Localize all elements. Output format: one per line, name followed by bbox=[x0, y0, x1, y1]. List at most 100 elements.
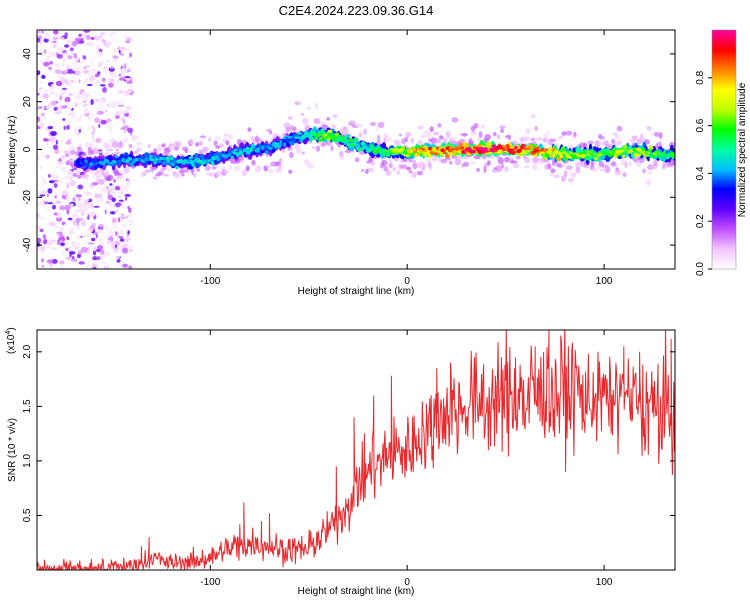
spectrogram-noise-cell bbox=[79, 37, 84, 42]
spectrogram-halo-cell bbox=[471, 160, 477, 165]
spectrogram-halo-cell bbox=[321, 124, 329, 130]
spectrogram-halo-cell bbox=[542, 137, 548, 143]
spectrogram-noise-cell bbox=[103, 65, 108, 70]
spectrogram-noise-cell bbox=[106, 235, 110, 238]
spectrogram-halo-cell bbox=[228, 133, 234, 140]
spectrogram-noise-cell bbox=[53, 107, 58, 111]
spectrogram-halo-cell bbox=[218, 143, 225, 148]
spectrogram-halo-cell bbox=[245, 165, 250, 172]
spectrogram-halo-cell bbox=[189, 138, 194, 145]
spectrogram-halo-cell bbox=[410, 159, 417, 163]
spectrogram-y-axis-label: Frequency (Hz) bbox=[7, 116, 18, 185]
spectrogram-halo-cell bbox=[196, 168, 201, 172]
spectrogram-noise-cell bbox=[82, 96, 89, 102]
spectrogram-noise-cell bbox=[39, 194, 45, 197]
spectrogram-noise-cell bbox=[105, 109, 108, 113]
spectrogram-noise-cell bbox=[62, 190, 68, 196]
spectrogram-halo-cell bbox=[598, 140, 605, 146]
spectrogram-noise-cell bbox=[78, 261, 85, 265]
spectrogram-noise-cell bbox=[83, 103, 89, 107]
spectrogram-halo-cell bbox=[95, 174, 101, 181]
spectrogram-noise-cell bbox=[66, 124, 70, 130]
spectrogram-halo-cell bbox=[107, 144, 112, 148]
spectrogram-halo-cell bbox=[383, 165, 389, 172]
exponent-prefix: (x10 bbox=[6, 334, 17, 354]
spectrogram-noise-cell bbox=[75, 217, 82, 223]
spectrogram-noise-cell bbox=[122, 109, 129, 114]
spectrogram-noise-cell bbox=[68, 176, 74, 180]
spectrogram-halo-cell bbox=[658, 140, 663, 148]
spectrogram-noise-cell bbox=[51, 141, 54, 144]
spectrogram-ridge-cell bbox=[153, 160, 157, 165]
spectrogram-halo-cell bbox=[269, 130, 273, 135]
spectrogram-halo-cell bbox=[605, 166, 611, 174]
spectrogram-noise-cell bbox=[37, 212, 40, 219]
spectrogram-ridge-cell bbox=[332, 135, 339, 139]
spectrogram-noise-cell bbox=[98, 223, 104, 228]
spectrogram-noise-cell bbox=[102, 261, 107, 265]
spectrogram-noise-cell bbox=[109, 121, 112, 125]
spectrogram-noise-cell bbox=[54, 195, 58, 199]
spectrogram-noise-cell bbox=[64, 96, 71, 103]
spectrogram-halo-cell bbox=[420, 134, 426, 139]
spectrogram-ridge-cell bbox=[278, 142, 283, 146]
spectrogram-noise-cell bbox=[86, 83, 93, 87]
spectrogram-noise-cell bbox=[127, 212, 133, 219]
spectrogram-ridge-cell bbox=[479, 146, 484, 151]
spectrogram-halo-cell bbox=[175, 141, 182, 148]
spectrogram-halo-cell bbox=[143, 172, 147, 177]
spectrogram-halo-cell bbox=[569, 171, 577, 178]
spectrogram-halo-cell bbox=[624, 162, 628, 168]
spectrogram-ridge-cell bbox=[312, 132, 317, 137]
spectrogram-noise-cell bbox=[47, 202, 53, 205]
spectrogram-noise-cell bbox=[42, 116, 46, 120]
spectrogram-noise-cell bbox=[121, 224, 127, 228]
spectrogram-noise-cell bbox=[117, 89, 124, 94]
spectrogram-halo-cell bbox=[105, 147, 109, 153]
spectrogram-ridge-cell bbox=[345, 134, 351, 138]
spectrogram-halo-cell bbox=[646, 179, 651, 186]
spectrogram-ridge-cell bbox=[505, 144, 510, 149]
spectrogram-ridge-cell bbox=[548, 146, 553, 150]
spectrogram-noise-cell bbox=[102, 105, 105, 108]
spectrogram-noise-cell bbox=[62, 118, 66, 121]
spectrogram-halo-cell bbox=[376, 134, 381, 142]
spectrogram-ridge-cell bbox=[125, 159, 130, 163]
spectrogram-halo-cell bbox=[543, 134, 548, 139]
spectrogram-noise-cell bbox=[47, 188, 53, 194]
spectrogram-halo-cell bbox=[672, 161, 675, 165]
spectrogram-halo-cell bbox=[398, 133, 402, 137]
spectrogram-ridge-cell bbox=[288, 140, 294, 146]
spectrogram-noise-cell bbox=[111, 73, 117, 78]
spectrogram-noise-cell bbox=[125, 40, 130, 44]
spectrogram-noise-cell bbox=[58, 231, 63, 237]
spectrogram-noise-cell bbox=[119, 46, 127, 52]
spectrogram-halo-cell bbox=[136, 141, 142, 146]
spectrogram-halo-cell bbox=[75, 151, 80, 156]
spectrogram-ridge-cell bbox=[151, 154, 156, 159]
spectrogram-noise-cell bbox=[64, 32, 68, 38]
spectrogram-halo-cell bbox=[550, 138, 557, 142]
spectrogram-noise-cell bbox=[37, 70, 41, 76]
spectrogram-halo-cell bbox=[103, 142, 110, 150]
spectrogram-halo-cell bbox=[215, 171, 222, 177]
spectrogram-halo-cell bbox=[600, 164, 608, 168]
spectrogram-noise-cell bbox=[46, 141, 49, 146]
spectrogram-halo-cell bbox=[357, 124, 363, 128]
spectrogram-noise-cell bbox=[59, 95, 63, 101]
spectrogram-halo-cell bbox=[377, 121, 385, 129]
spectrogram-noise-cell bbox=[111, 217, 117, 223]
spectrogram-halo-cell bbox=[184, 148, 188, 154]
spectrogram-noise-cell bbox=[52, 36, 58, 41]
spectrogram-halo-cell bbox=[565, 165, 573, 170]
spectrogram-noise-cell bbox=[39, 228, 44, 233]
spectrogram-halo-cell bbox=[573, 131, 577, 137]
spectrogram-halo-cell bbox=[345, 125, 349, 133]
spectrogram-ridge-cell bbox=[165, 156, 170, 161]
spectrogram-ridge-cell bbox=[413, 150, 418, 154]
spectrogram-halo-cell bbox=[113, 170, 119, 174]
spectrogram-noise-cell bbox=[61, 105, 68, 109]
spectrogram-halo-cell bbox=[188, 148, 192, 154]
spectrogram-noise-cell bbox=[118, 50, 121, 54]
spectrogram-noise-cell bbox=[92, 256, 98, 261]
